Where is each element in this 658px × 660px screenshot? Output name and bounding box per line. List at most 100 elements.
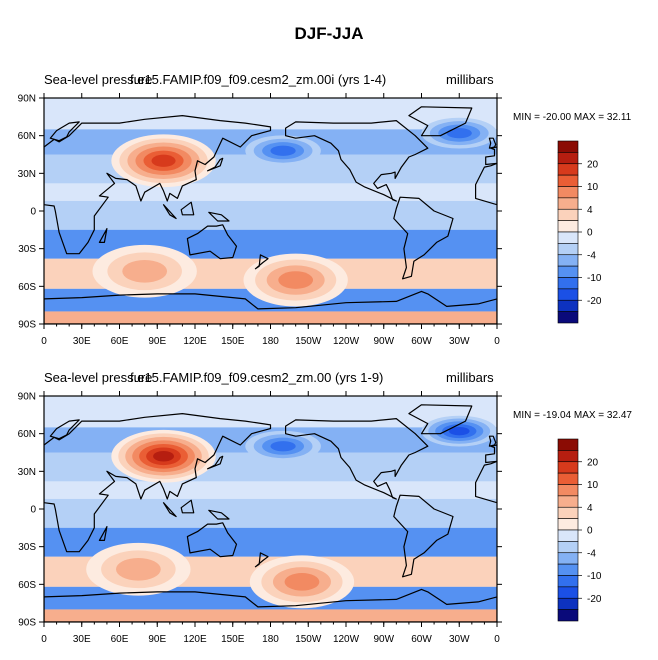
lon-tick-label: 30W	[449, 634, 470, 645]
contour-band	[44, 98, 497, 130]
map-panel-top: Sea-level pressure f.e15.FAMIP.f09_f09.c…	[0, 62, 658, 362]
colorbar-segment	[557, 311, 579, 324]
contour-level	[270, 441, 296, 452]
coastline	[162, 204, 177, 220]
colorbar-label: 20	[587, 159, 599, 170]
colorbar-segment	[557, 438, 579, 451]
lon-tick-label: 30W	[449, 336, 470, 347]
lon-tick-label: 0	[41, 336, 47, 347]
lat-tick-label: 60N	[18, 429, 36, 440]
lon-tick-label: 150E	[221, 336, 245, 347]
colorbar-segment	[557, 552, 579, 565]
contour-level	[153, 450, 174, 462]
lat-tick-label: 90N	[18, 392, 36, 403]
colorbar-segment	[557, 299, 579, 312]
colorbar-segment	[557, 450, 579, 463]
panel-title-case: f.e15.FAMIP.f09_f09.cesm2_zm.00 (yrs 1-9…	[130, 370, 384, 385]
lon-tick-label: 30E	[73, 634, 91, 645]
colorbar-label: 10	[587, 480, 599, 491]
lat-tick-label: 90N	[18, 94, 36, 105]
coastline	[408, 404, 473, 435]
lon-tick-label: 120W	[333, 634, 360, 645]
colorbar-label: -4	[587, 250, 596, 261]
coastline	[44, 588, 497, 622]
contour-band	[44, 183, 497, 201]
contour-band	[44, 498, 497, 528]
colorbar-segment	[557, 140, 579, 153]
lon-tick-label: 120E	[183, 336, 207, 347]
coastline	[485, 146, 497, 166]
colorbar-segment	[557, 243, 579, 256]
colorbar-label: 0	[587, 526, 593, 537]
colorbar-segment	[557, 208, 579, 221]
contour-band	[44, 609, 497, 622]
contour-level	[151, 154, 176, 167]
lat-tick-label: 60N	[18, 131, 36, 142]
coastline	[180, 499, 195, 514]
coastline	[285, 120, 429, 202]
contour-map: 0 30E 60E 90E 120E 150E 180 150W 120W 90W 60W 30W 09…	[18, 391, 502, 645]
contour-level	[284, 573, 320, 591]
panel-units: millibars	[446, 370, 494, 385]
colorbar-segment	[557, 163, 579, 176]
colorbar-label: -20	[587, 296, 602, 307]
colorbar: 20 10 4 0 -4 -10 -20	[557, 438, 602, 622]
lat-tick-label: 30S	[18, 542, 36, 553]
colorbar-label: 4	[587, 503, 593, 514]
colorbar-label: 10	[587, 182, 599, 193]
lat-tick-label: 0	[30, 207, 36, 218]
lon-tick-label: 150W	[295, 336, 322, 347]
coastline	[44, 413, 272, 553]
figure-title: DJF-JJA	[294, 24, 364, 43]
lon-tick-label: 90E	[148, 634, 166, 645]
anomaly-asian-high	[111, 429, 216, 483]
coastline	[488, 435, 497, 447]
colorbar-segment	[557, 518, 579, 531]
lat-tick-label: 90S	[18, 320, 36, 331]
panel-title-left: Sea-level pressure	[44, 370, 153, 385]
colorbar-segment	[557, 231, 579, 244]
anomaly-asian-high	[111, 134, 216, 188]
coastline	[44, 115, 272, 255]
contour-level	[278, 271, 314, 289]
lat-tick-label: 60S	[18, 282, 36, 293]
lon-tick-label: 0	[494, 336, 500, 347]
colorbar-segment	[557, 484, 579, 497]
colorbar-label: -4	[587, 548, 596, 559]
colorbar-segment	[557, 563, 579, 576]
colorbar-segment	[557, 461, 579, 474]
colorbar-label: 20	[587, 457, 599, 468]
colorbar-segment	[557, 186, 579, 199]
coastline	[208, 509, 230, 520]
coastline	[475, 460, 497, 504]
coastline	[475, 162, 497, 206]
coastline	[162, 502, 177, 518]
coastlines	[44, 106, 497, 324]
coastline	[98, 526, 108, 541]
colorbar-segment	[557, 152, 579, 165]
anomaly-icelandic-low	[421, 415, 497, 447]
colorbar-label: -10	[587, 273, 602, 284]
lon-tick-label: 0	[494, 634, 500, 645]
map-panel-bottom: Sea-level pressure f.e15.FAMIP.f09_f09.c…	[0, 360, 658, 660]
anomaly-southern-indian-ridge	[86, 542, 191, 596]
coastline	[285, 418, 429, 500]
lat-tick-label: 0	[30, 505, 36, 516]
contour-band	[44, 200, 497, 230]
lon-tick-label: 180	[262, 634, 279, 645]
coastline	[44, 290, 497, 324]
colorbar-segment	[557, 265, 579, 278]
lon-tick-label: 150W	[295, 634, 322, 645]
colorbar-segment	[557, 541, 579, 554]
colorbar-segment	[557, 575, 579, 588]
coastlines	[44, 404, 497, 622]
lon-tick-label: 90W	[373, 634, 394, 645]
colorbar-segment	[557, 254, 579, 267]
coastline	[186, 224, 238, 260]
lat-tick-label: 60S	[18, 580, 36, 591]
lon-tick-label: 180	[262, 336, 279, 347]
coastline	[207, 157, 224, 172]
colorbar: 20 10 4 0 -4 -10 -20	[557, 140, 602, 324]
lat-tick-label: 30N	[18, 467, 36, 478]
lat-tick-label: 30S	[18, 244, 36, 255]
